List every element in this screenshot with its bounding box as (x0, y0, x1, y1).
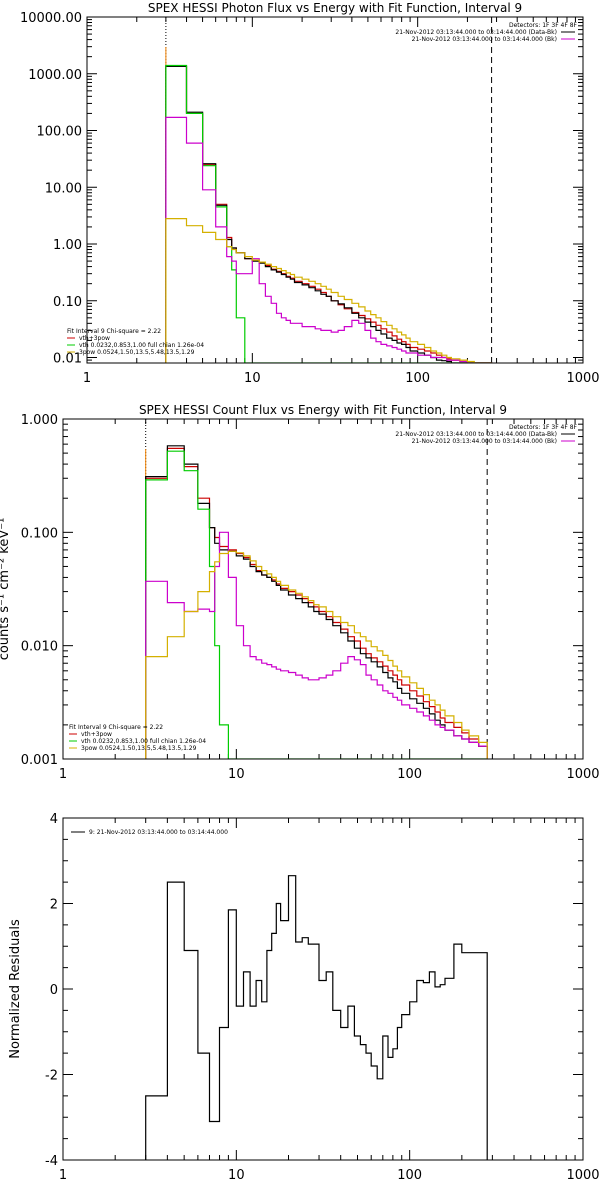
legend-entry: Fit Interval 9 Chi-square = 2.22 (69, 724, 163, 731)
x-tick-label: 1000 (566, 767, 599, 782)
y-axis-label: Normalized Residuals (8, 919, 23, 1059)
y-tick-label: 10.00 (45, 181, 82, 196)
legend-entry: Detectors: 1F 3F 4F 8F (509, 424, 578, 431)
y-tick-label: -2 (45, 1069, 58, 1084)
x-tick-label: 10 (228, 1168, 245, 1183)
chart-panel-1: SPEX HESSI Photon Flux vs Energy with Fi… (20, 1, 600, 386)
y-tick-label: 2 (50, 898, 58, 913)
legend-entry: 21-Nov-2012 03:13:44.000 to 03:14:44.000… (395, 29, 557, 36)
series-group (145, 875, 488, 1160)
x-tick-label: 1 (59, 1168, 67, 1183)
series-line-4 (165, 116, 493, 363)
legend-entry: 21-Nov-2012 03:13:44.000 to 03:14:44.000… (395, 431, 557, 438)
plot-frame (86, 16, 584, 364)
legend-entry: vth 0.0232,0.853,1.00 full chian 1.26e-0… (81, 738, 206, 745)
y-tick-label: 10000.00 (20, 11, 82, 26)
x-tick-label: 100 (397, 1168, 422, 1183)
y-tick-label: 1.000 (21, 413, 58, 428)
x-tick-label: 100 (405, 371, 430, 386)
plot-frame (62, 418, 584, 760)
series-line-5 (145, 550, 488, 759)
chart-panel-2: SPEX HESSI Count Flux vs Energy with Fit… (0, 403, 600, 782)
legend-entry: vth+3pow (79, 335, 110, 342)
y-tick-label: 0.100 (21, 526, 58, 541)
y-axis-label: counts s⁻¹ cm⁻² keV⁻¹ (0, 518, 12, 661)
y-tick-label: 4 (50, 812, 58, 827)
x-tick-label: 10 (244, 371, 261, 386)
legend-entry: vth 0.0232,0.853,1.00 full chian 1.26e-0… (79, 342, 204, 349)
y-tick-label: 0.010 (21, 640, 58, 655)
series-group (145, 445, 488, 759)
legend-entry: 9: 21-Nov-2012 03:13:44.000 to 03:14:44.… (89, 829, 228, 836)
x-tick-label: 1000 (566, 1168, 599, 1183)
chart-panel-3: Normalized Residuals 1 10 100 1000 4 2 0 -2 -4 9: … (8, 812, 600, 1183)
chart-title: SPEX HESSI Count Flux vs Energy with Fit… (139, 403, 507, 417)
legend-entry: Fit Interval 9 Chi-square = 2.22 (67, 328, 161, 335)
legend-entry: 3pow 0.0524,1.50,13.5,5.48,13.5,1.29 (79, 349, 195, 356)
series-line-4 (145, 531, 488, 759)
series-line-3 (165, 64, 493, 363)
legend-entry: 3pow 0.0524,1.50,13.5,5.48,13.5,1.29 (81, 745, 197, 752)
x-tick-label: 1000 (566, 371, 599, 386)
x-tick-label: 10 (228, 767, 245, 782)
y-tick-label: 0.01 (53, 352, 82, 367)
legend-entry: 21-Nov-2012 03:13:44.000 to 03:14:44.000… (412, 438, 557, 445)
y-tick-label: -4 (45, 1154, 58, 1169)
series-line-2 (165, 65, 493, 363)
legend-entry: vth+3pow (81, 731, 112, 738)
chart-title: SPEX HESSI Photon Flux vs Energy with Fi… (148, 1, 522, 15)
y-tick-label: 1000.00 (28, 68, 82, 83)
y-tick-label: 100.00 (37, 125, 83, 140)
series-line-1 (145, 875, 488, 1160)
x-tick-label: 1 (59, 767, 67, 782)
series-line-1 (145, 447, 488, 759)
y-tick-label: 0.001 (21, 753, 58, 768)
y-tick-label: 0 (50, 983, 58, 998)
series-line-1 (165, 65, 493, 363)
x-tick-label: 1 (83, 371, 91, 386)
legend-entry: Detectors: 1F 3F 4F 8F (509, 22, 578, 29)
legend-entry: 21-Nov-2012 03:13:44.000 to 03:14:44.000… (412, 36, 557, 43)
plot-frame (62, 817, 584, 1161)
x-tick-label: 100 (397, 767, 422, 782)
series-group (165, 64, 493, 363)
series-line-3 (145, 450, 488, 759)
y-tick-label: 0.10 (53, 295, 82, 310)
y-tick-label: 1.00 (53, 238, 82, 253)
series-line-5 (165, 218, 493, 363)
